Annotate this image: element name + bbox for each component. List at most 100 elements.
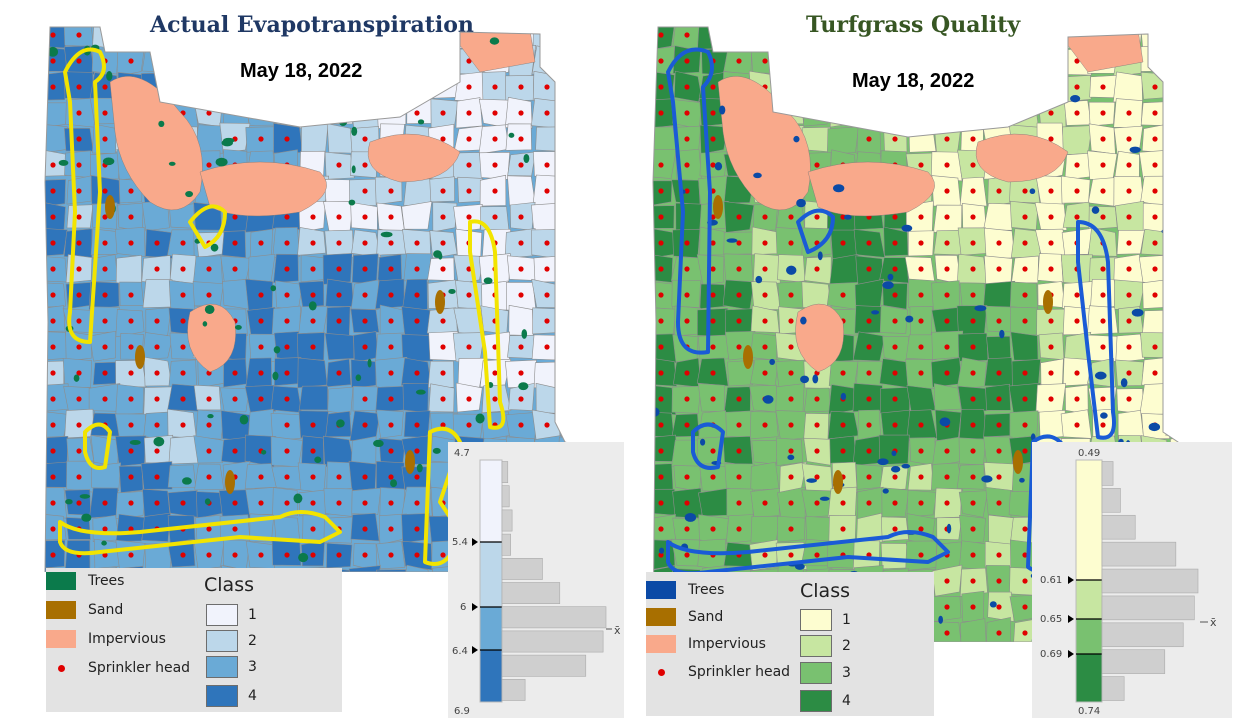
legend-trees-label: Trees <box>88 573 125 589</box>
left-class-1: 1 <box>206 604 257 626</box>
left-class-title: Class <box>204 574 254 596</box>
break-arrow-icon[interactable] <box>472 538 478 546</box>
hist-class-2-band <box>480 542 502 607</box>
impervious-swatch <box>646 635 676 653</box>
right-class-1: 1 <box>800 609 851 631</box>
class-1-swatch <box>800 609 832 631</box>
hist-bar <box>1101 676 1125 701</box>
hist-bar <box>1101 595 1195 621</box>
right-legend: Trees Sand Impervious Sprinkler head Cla… <box>646 572 934 716</box>
right-hist-break-1: 0.61 <box>1040 575 1062 586</box>
right-hist-break-2: 0.65 <box>1040 614 1062 625</box>
class-4-swatch <box>800 690 832 712</box>
break-arrow-icon[interactable] <box>1068 615 1074 623</box>
break-arrow-icon[interactable] <box>1068 650 1074 658</box>
right-class-3: 3 <box>800 662 851 684</box>
hist-bar <box>501 509 513 532</box>
legend-impervious: Impervious <box>46 630 166 648</box>
right-map-date: May 18, 2022 <box>852 70 975 92</box>
hist-class-4-band <box>480 650 502 702</box>
hist-bar <box>1101 514 1136 540</box>
class-4-label: 4 <box>842 693 851 709</box>
break-arrow-icon[interactable] <box>472 603 478 611</box>
hist-class-1-band <box>1076 460 1102 580</box>
legend-sprinkler: Sprinkler head <box>646 663 790 681</box>
class-3-label: 3 <box>248 659 257 675</box>
hist-bar <box>501 558 543 580</box>
legend-sprinkler-label: Sprinkler head <box>688 664 791 680</box>
legend-trees: Trees <box>46 572 124 590</box>
hist-class-3-band <box>480 607 502 650</box>
trees-swatch <box>646 581 676 599</box>
right-class-title: Class <box>800 580 850 602</box>
hist-bar <box>1101 461 1114 486</box>
left-hist-min: 4.7 <box>454 448 470 459</box>
left-hist-break-2: 6 <box>460 602 466 613</box>
hist-bar <box>501 630 604 653</box>
break-arrow-icon[interactable] <box>472 646 478 654</box>
break-arrow-icon[interactable] <box>1068 576 1074 584</box>
sand-swatch <box>46 601 76 619</box>
hist-bar <box>1101 622 1184 648</box>
left-hist-break-1: 5.4 <box>452 537 468 548</box>
left-map-date: May 18, 2022 <box>240 60 363 82</box>
hist-class-2-band <box>1076 580 1102 619</box>
left-hist-max: 6.9 <box>454 706 470 717</box>
left-map-title: Actual Evapotranspiration <box>150 12 474 38</box>
class-2-label: 2 <box>842 638 851 654</box>
hist-bar <box>501 461 509 484</box>
sand-swatch <box>646 608 676 626</box>
hist-class-3-band <box>1076 619 1102 654</box>
class-2-label: 2 <box>248 633 257 649</box>
hist-class-1-band <box>480 460 502 542</box>
class-2-swatch <box>800 635 832 657</box>
evapotranspiration-map <box>44 26 580 572</box>
class-3-swatch <box>206 656 238 678</box>
hist-bar <box>501 582 561 605</box>
legend-sand: Sand <box>46 601 123 619</box>
legend-impervious-label: Impervious <box>88 631 166 647</box>
legend-impervious: Impervious <box>646 635 766 653</box>
class-1-label: 1 <box>248 607 257 623</box>
class-3-swatch <box>800 662 832 684</box>
left-histogram: 4.7 6.9 5.4 6 6.4 x̄ <box>448 442 624 718</box>
class-3-label: 3 <box>842 665 851 681</box>
right-hist-max: 0.74 <box>1078 706 1100 717</box>
left-legend: Trees Sand Impervious Sprinkler head Cla… <box>46 568 342 712</box>
left-class-3: 3 <box>206 656 257 678</box>
sprinkler-dot-icon <box>57 664 65 672</box>
hist-bar <box>1101 649 1166 674</box>
hist-bar <box>501 679 526 701</box>
hist-bar <box>1101 541 1177 567</box>
legend-sand: Sand <box>646 608 723 626</box>
left-class-4: 4 <box>206 685 257 707</box>
right-map-title: Turfgrass Quality <box>806 12 1021 38</box>
legend-sprinkler: Sprinkler head <box>46 659 190 677</box>
right-hist-min: 0.49 <box>1078 448 1100 459</box>
legend-sprinkler-label: Sprinkler head <box>88 660 191 676</box>
sprinkler-dot-icon <box>657 668 665 676</box>
right-class-4: 4 <box>800 690 851 712</box>
hist-class-4-band <box>1076 654 1102 702</box>
class-4-swatch <box>206 685 238 707</box>
hist-bar <box>1101 488 1121 513</box>
class-2-swatch <box>206 630 238 652</box>
legend-sand-label: Sand <box>88 602 124 618</box>
hist-bar <box>501 485 510 508</box>
hist-bar <box>501 606 607 629</box>
class-1-swatch <box>206 604 238 626</box>
class-1-label: 1 <box>842 612 851 628</box>
legend-sand-label: Sand <box>688 609 724 625</box>
left-hist-mean-label: x̄ <box>614 624 621 637</box>
hist-bar <box>1101 568 1199 594</box>
impervious-swatch <box>46 630 76 648</box>
left-hist-break-3: 6.4 <box>452 646 468 657</box>
class-4-label: 4 <box>248 688 257 704</box>
trees-swatch <box>46 572 76 590</box>
right-histogram: 0.49 0.74 0.61 0.65 0.69 x̄ <box>1032 442 1232 718</box>
right-hist-mean-label: x̄ <box>1210 616 1217 629</box>
right-class-2: 2 <box>800 635 851 657</box>
hist-bar <box>501 654 587 677</box>
hist-bar <box>501 533 511 556</box>
legend-trees: Trees <box>646 581 724 599</box>
